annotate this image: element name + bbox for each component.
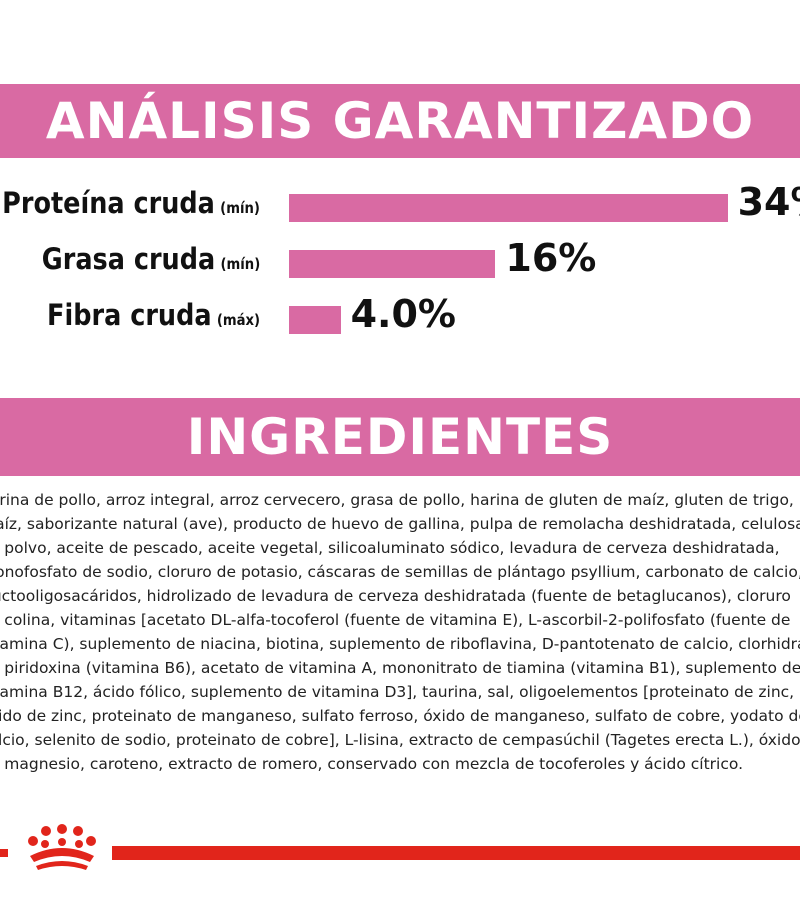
ingredients-line: de colina, vitaminas [acetato DL-alfa-to… <box>0 611 791 629</box>
analysis-title: ANÁLISIS GARANTIZADO <box>45 92 755 150</box>
ingredients-line: fructooligosacáridos, hidrolizado de lev… <box>0 587 791 605</box>
nutrient-value: 4.0% <box>350 292 456 336</box>
ingredients-line: harina de pollo, arroz integral, arroz c… <box>0 491 794 509</box>
royal-canin-crown-icon <box>28 824 96 870</box>
footer-stripe-left <box>0 849 8 857</box>
nutrient-qualifier: (mín) <box>220 255 260 273</box>
ingredients-banner: INGREDIENTES <box>0 398 800 476</box>
nutrient-qualifier: (máx) <box>216 311 260 329</box>
nutrient-qualifier: (mín) <box>220 199 260 217</box>
nutrient-bar <box>289 306 341 334</box>
nutrient-row-fiber: Fibra cruda (máx) 4.0% <box>0 292 800 344</box>
nutrient-name: Grasa cruda <box>41 242 215 276</box>
ingredients-line: vitamina C), suplemento de niacina, biot… <box>0 635 800 653</box>
nutrient-bar <box>289 250 496 278</box>
ingredients-line: de piridoxina (vitamina B6), acetato de … <box>0 659 800 677</box>
ingredients-line: en polvo, aceite de pescado, aceite vege… <box>0 539 780 557</box>
ingredients-line: óxido de zinc, proteinato de manganeso, … <box>0 707 800 725</box>
nutrient-value: 16% <box>505 236 597 280</box>
nutrient-value: 34% <box>737 180 800 224</box>
nutrient-name: Fibra cruda <box>46 298 212 332</box>
nutrient-bar <box>289 194 728 222</box>
ingredients-title: INGREDIENTES <box>186 408 614 466</box>
nutrient-name: Proteína cruda <box>2 186 215 220</box>
ingredients-text: harina de pollo, arroz integral, arroz c… <box>0 488 800 776</box>
ingredients-line: de magnesio, caroteno, extracto de romer… <box>0 755 743 773</box>
nutrient-row-fat: Grasa cruda (mín) 16% <box>0 236 800 288</box>
ingredients-line: monofosfato de sodio, cloruro de potasio… <box>0 563 800 581</box>
nutrient-row-protein: Proteína cruda (mín) 34% <box>0 180 800 232</box>
nutrient-label: Grasa cruda (mín) <box>42 242 260 276</box>
ingredients-line: vitamina B12, ácido fólico, suplemento d… <box>0 683 795 701</box>
ingredients-line: calcio, selenito de sodio, proteinato de… <box>0 731 800 749</box>
analysis-banner: ANÁLISIS GARANTIZADO <box>0 84 800 158</box>
nutrient-label: Proteína cruda (mín) <box>2 186 260 220</box>
nutrient-label: Fibra cruda (máx) <box>47 298 260 332</box>
ingredients-line: maíz, saborizante natural (ave), product… <box>0 515 800 533</box>
footer-stripe <box>112 846 800 860</box>
